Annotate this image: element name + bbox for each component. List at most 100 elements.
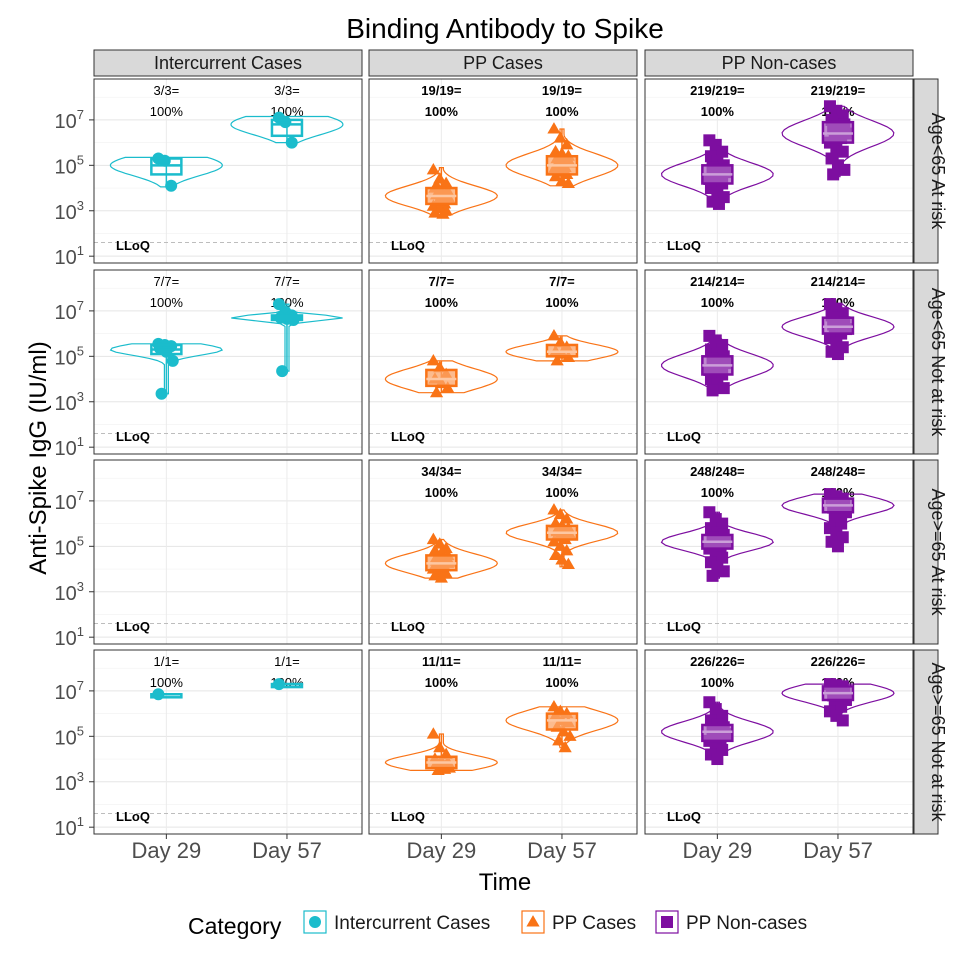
group-day-29: 34/34= 100% <box>384 464 498 583</box>
legend-label: Intercurrent Cases <box>334 913 490 934</box>
count-label: 7/7= <box>429 274 455 289</box>
panel-r4-c2: LLoQ 11/11= 100% 11/11= 100% <box>368 649 638 835</box>
count-label: 219/219= <box>690 83 745 98</box>
legend-label: PP Cases <box>552 913 636 934</box>
group-day-29: 1/1= 100% <box>150 654 183 701</box>
count-label: 3/3= <box>154 83 180 98</box>
lloq-label: LLoQ <box>667 238 701 253</box>
y-tick-label: 103 <box>55 769 84 795</box>
data-point <box>547 503 561 515</box>
lloq-label: LLoQ <box>391 619 425 634</box>
panel-border <box>644 78 914 264</box>
lloq-label: LLoQ <box>391 238 425 253</box>
data-point <box>433 537 447 549</box>
group-day-57: 19/19= 100% <box>505 83 619 189</box>
violin <box>505 128 619 187</box>
legend-label: PP Non-cases <box>686 913 807 934</box>
data-point <box>553 539 567 551</box>
percent-label: 100% <box>425 675 459 690</box>
column-strip-label: PP Non-cases <box>722 53 837 73</box>
row-strip-background <box>913 649 939 835</box>
count-label: 19/19= <box>542 83 583 98</box>
percent-label: 100% <box>150 104 184 119</box>
x-tick-label: Day 29 <box>407 838 477 863</box>
percent-label: 100% <box>545 295 579 310</box>
data-point <box>835 517 848 530</box>
panel-background <box>94 650 362 834</box>
panel-background <box>94 270 362 454</box>
box-iqr <box>270 118 304 138</box>
y-tick-label: 101 <box>55 814 84 840</box>
data-point <box>717 382 730 395</box>
count-label: 7/7= <box>274 274 300 289</box>
data-point <box>561 176 575 189</box>
percent-label: 100% <box>701 104 735 119</box>
percent-label: 100% <box>150 295 184 310</box>
legend-entry-circle: Intercurrent Cases <box>303 910 490 934</box>
count-label: 226/226= <box>811 654 866 669</box>
data-point <box>835 700 848 713</box>
panel-background <box>369 650 637 834</box>
count-label: 34/34= <box>421 464 462 479</box>
count-label: 34/34= <box>542 464 583 479</box>
y-tick-label: 103 <box>55 198 84 224</box>
data-point <box>717 565 730 578</box>
row-strip-background <box>913 269 939 455</box>
group-day-29: 214/214= 100% <box>660 274 774 397</box>
data-point <box>827 168 840 181</box>
data-point <box>831 348 844 361</box>
data-point <box>279 116 292 129</box>
violin <box>505 335 619 362</box>
y-tick-label: 105 <box>55 533 84 559</box>
percent-label: 100% <box>425 104 459 119</box>
data-point <box>426 727 440 739</box>
percent-label: 100% <box>545 104 579 119</box>
data-point <box>706 569 719 582</box>
column-strip-background <box>644 49 914 77</box>
group-day-57: 11/11= 100% <box>505 654 619 753</box>
y-tick-label: 101 <box>55 624 84 650</box>
column-strip-label: Intercurrent Cases <box>154 53 302 73</box>
group-day-29: 11/11= 100% <box>384 654 499 775</box>
y-tick-label: 107 <box>55 107 84 133</box>
data-point <box>439 176 453 189</box>
y-tick-label: 103 <box>55 389 84 415</box>
count-label: 1/1= <box>274 654 300 669</box>
data-point <box>716 743 729 756</box>
data-point <box>552 734 566 746</box>
count-label: 219/219= <box>811 83 866 98</box>
x-tick-label: Day 29 <box>132 838 202 863</box>
panel-r3-c2: LLoQ 34/34= 100% 34/34= 100% <box>368 459 638 645</box>
row-strip-background <box>913 78 939 264</box>
column-strip-1: Intercurrent Cases <box>93 49 363 77</box>
count-label: 7/7= <box>154 274 180 289</box>
violin <box>505 509 619 568</box>
data-point <box>433 740 447 753</box>
count-label: 214/214= <box>811 274 866 289</box>
group-day-29: 7/7= 100% <box>109 274 224 400</box>
y-tick-label: 105 <box>55 343 84 369</box>
count-label: 11/11= <box>422 654 461 669</box>
data-point <box>276 365 289 378</box>
violin <box>384 360 498 394</box>
lloq-label: LLoQ <box>667 619 701 634</box>
y-tick-label: 107 <box>55 488 84 514</box>
violin <box>109 156 223 188</box>
group-day-29: 19/19= 100% <box>384 83 498 219</box>
chart-title: Binding Antibody to Spike <box>346 13 664 44</box>
data-point <box>547 122 561 134</box>
panel-background <box>645 460 913 644</box>
data-point <box>165 179 178 192</box>
group-day-57: 7/7= 100% <box>505 274 619 366</box>
legend-symbol <box>309 916 321 928</box>
data-point <box>711 753 724 766</box>
column-strip-2: PP Cases <box>368 49 638 77</box>
panel-background <box>645 79 913 263</box>
data-point <box>429 385 444 398</box>
panel-r1-c2: LLoQ 19/19= 100% 19/19= 100% <box>368 78 638 264</box>
